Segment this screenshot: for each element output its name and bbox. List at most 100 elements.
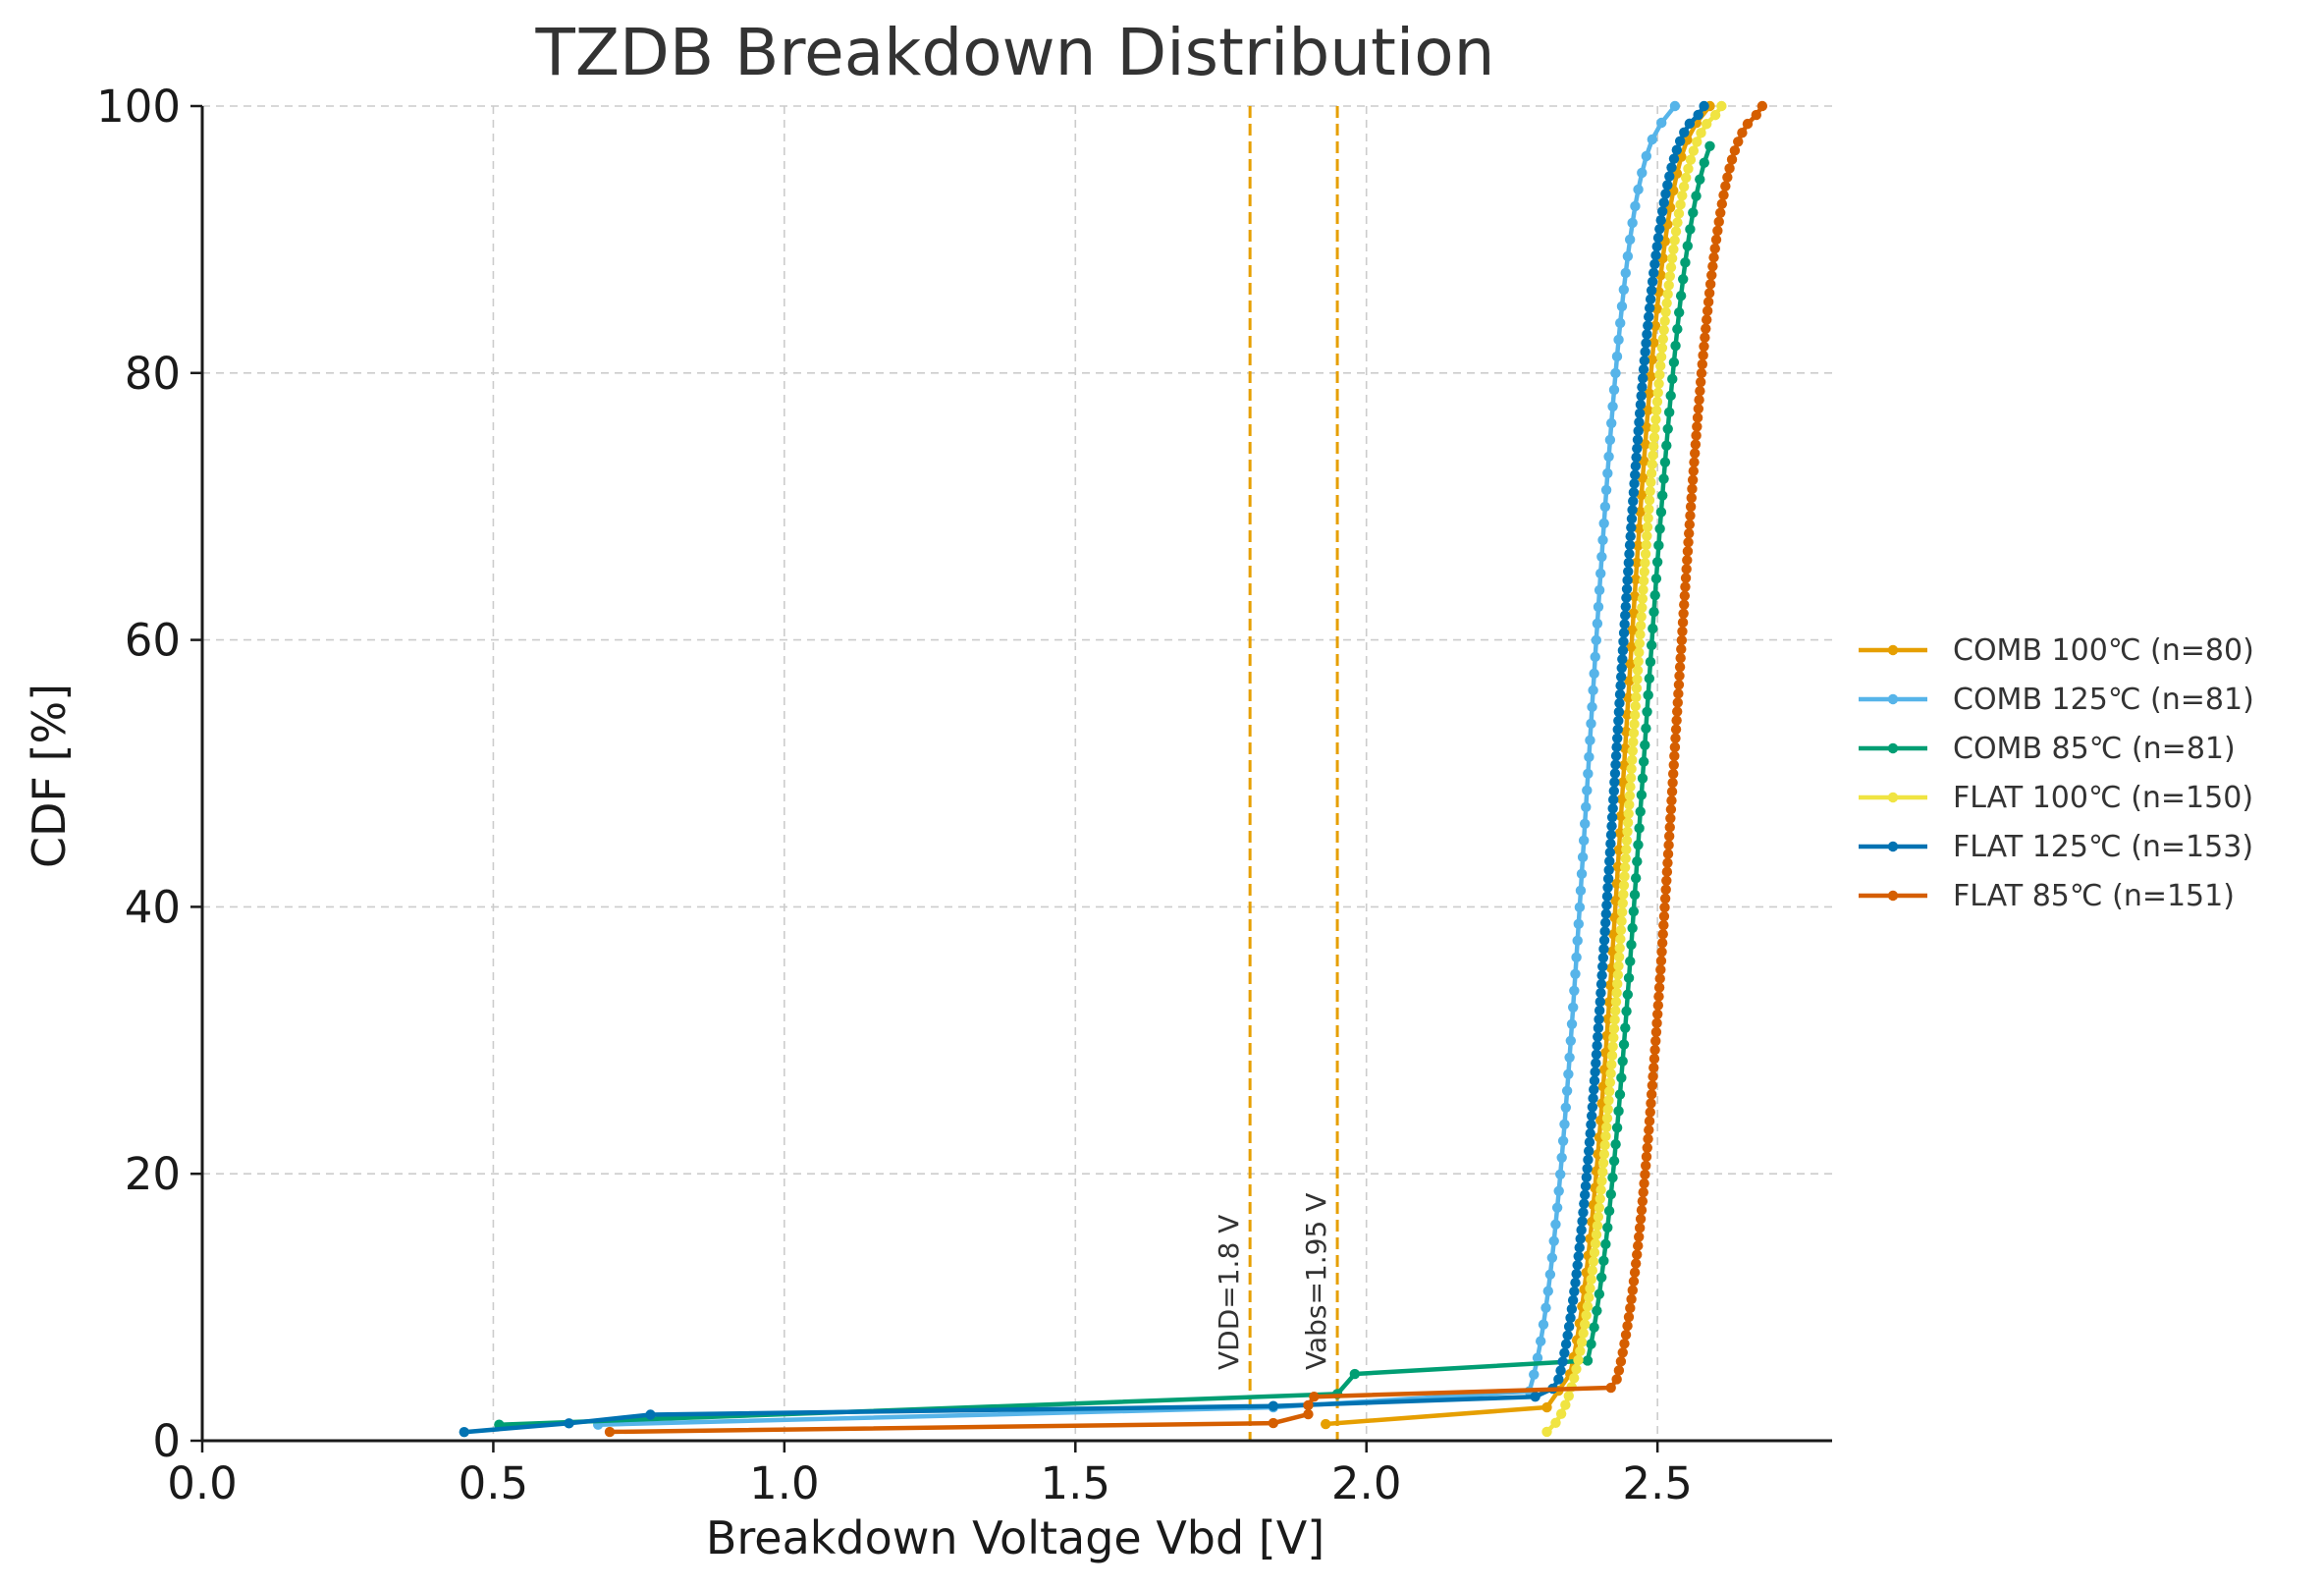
data-point xyxy=(1675,291,1687,301)
data-point xyxy=(1566,1018,1578,1029)
data-point xyxy=(1701,119,1712,130)
data-point xyxy=(1617,1347,1628,1358)
data-point xyxy=(1632,443,1643,454)
data-point xyxy=(1662,849,1674,859)
data-point xyxy=(1625,530,1636,542)
data-point xyxy=(1585,1127,1595,1139)
data-point xyxy=(1625,772,1637,784)
data-point xyxy=(1598,518,1609,529)
data-point xyxy=(1622,250,1634,262)
data-point xyxy=(1535,1336,1546,1346)
data-point xyxy=(1575,885,1587,897)
data-point xyxy=(1644,311,1654,322)
data-point xyxy=(1724,163,1735,174)
data-point xyxy=(1664,822,1675,833)
data-point xyxy=(1669,750,1680,762)
data-point xyxy=(1751,109,1761,121)
data-point xyxy=(1671,144,1683,155)
data-point xyxy=(1602,882,1613,893)
data-point xyxy=(1573,918,1584,930)
data-point xyxy=(1623,692,1634,703)
data-point xyxy=(1580,1180,1592,1191)
data-point xyxy=(1623,566,1634,577)
data-point xyxy=(1623,557,1635,569)
data-point xyxy=(1643,405,1653,416)
data-point xyxy=(1647,459,1657,470)
data-point xyxy=(1587,1265,1598,1276)
legend-label: COMB 125℃ (n=81) xyxy=(1953,683,2254,717)
data-point xyxy=(1646,1098,1656,1109)
data-point xyxy=(1641,150,1652,162)
data-point xyxy=(1573,1354,1584,1366)
data-point xyxy=(1599,926,1610,937)
data-point xyxy=(1601,891,1613,902)
data-point xyxy=(1567,1294,1579,1306)
data-point xyxy=(1685,154,1697,165)
data-point xyxy=(1651,1017,1662,1029)
data-point xyxy=(1684,118,1696,130)
tick-labels: 0.0 0.5 1.0 1.5 2.0 2.5 0 20 40 60 80 100 xyxy=(96,81,1693,1509)
data-point xyxy=(1696,128,1706,138)
data-point xyxy=(1677,191,1688,201)
data-point xyxy=(1584,1136,1595,1148)
data-point xyxy=(1621,592,1632,603)
data-point xyxy=(1621,835,1633,847)
data-point xyxy=(1589,668,1599,680)
data-point xyxy=(1613,715,1624,727)
data-point xyxy=(1638,364,1649,375)
data-point xyxy=(1667,777,1678,789)
data-point xyxy=(1645,1107,1655,1118)
data-point xyxy=(1680,581,1691,592)
data-point xyxy=(1607,1041,1618,1052)
data-point xyxy=(1621,583,1633,594)
data-point xyxy=(1693,109,1703,121)
data-point xyxy=(1679,599,1690,610)
data-point xyxy=(1641,1151,1652,1163)
data-point xyxy=(1608,1023,1620,1034)
data-point xyxy=(1638,756,1649,767)
data-point xyxy=(564,1418,574,1429)
data-point xyxy=(1575,1233,1586,1244)
legend-label: COMB 100℃ (n=80) xyxy=(1953,633,2254,668)
data-point xyxy=(1656,206,1668,217)
data-point xyxy=(1627,505,1638,516)
data-point xyxy=(1683,163,1694,175)
data-point xyxy=(1567,1002,1579,1014)
data-point xyxy=(1636,390,1647,402)
data-point xyxy=(1637,472,1648,483)
data-point xyxy=(1581,1310,1592,1321)
data-point xyxy=(1617,645,1629,656)
data-point xyxy=(1609,1014,1620,1025)
data-point xyxy=(1626,514,1638,524)
y-tick-label: 60 xyxy=(125,615,181,667)
data-point xyxy=(1656,117,1667,129)
data-point xyxy=(1651,1009,1663,1019)
data-point xyxy=(1638,575,1649,586)
x-tick-label: 1.5 xyxy=(1040,1457,1110,1509)
data-point xyxy=(1632,1249,1643,1260)
data-point xyxy=(1682,546,1694,557)
data-point xyxy=(1559,1119,1570,1129)
data-point xyxy=(1603,1086,1615,1097)
data-point xyxy=(1701,323,1711,334)
data-point xyxy=(1653,378,1664,389)
data-point xyxy=(1630,872,1642,884)
data-point xyxy=(1615,671,1627,683)
data-point xyxy=(1644,1116,1655,1126)
data-point xyxy=(1601,1122,1612,1132)
data-point xyxy=(1628,608,1639,619)
data-point xyxy=(1704,279,1716,290)
data-point xyxy=(1550,1219,1561,1230)
x-tick-label: 2.0 xyxy=(1331,1457,1402,1509)
data-point xyxy=(1598,944,1609,955)
data-point xyxy=(1593,1022,1604,1034)
data-point xyxy=(1718,190,1729,200)
data-point xyxy=(1529,1369,1540,1380)
legend-entry: FLAT 100℃ (n=150) xyxy=(1859,781,2253,815)
legend-marker xyxy=(1887,742,1899,754)
data-point xyxy=(1630,461,1642,471)
data-point xyxy=(1611,1123,1623,1133)
data-point xyxy=(1582,1163,1593,1175)
data-point xyxy=(1636,611,1647,623)
data-point xyxy=(1577,1216,1588,1227)
